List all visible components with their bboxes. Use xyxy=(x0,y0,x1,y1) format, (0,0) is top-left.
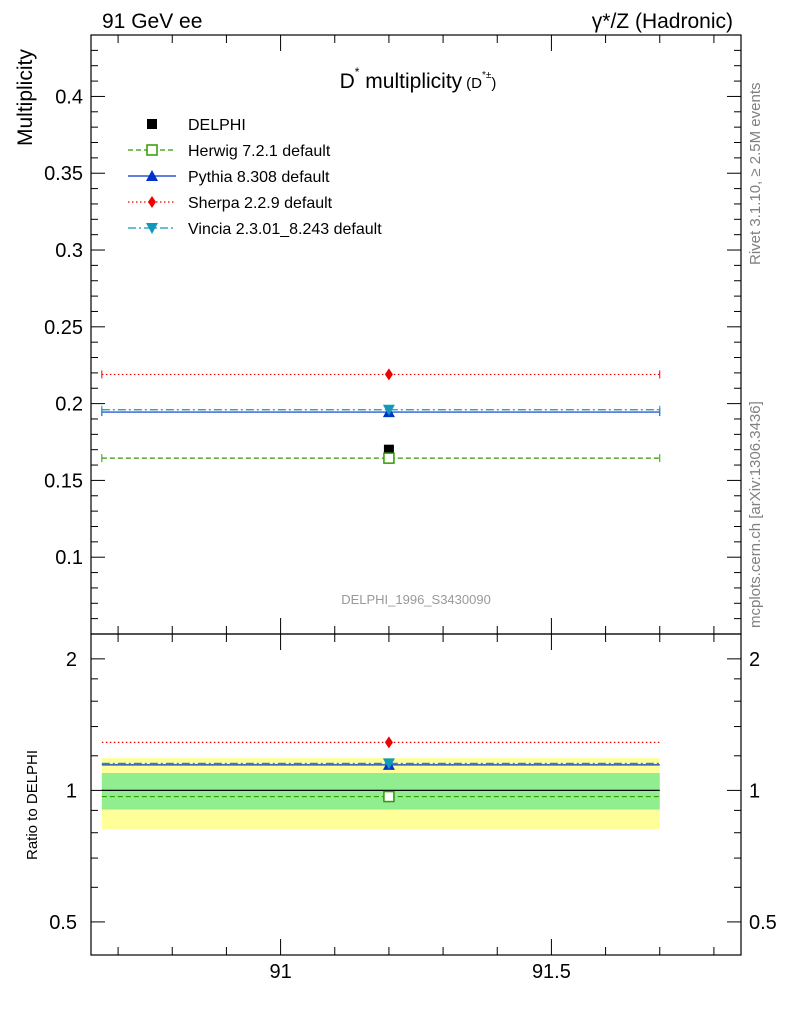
marker-sherpa xyxy=(384,368,393,381)
y-tick-label: 0.4 xyxy=(55,86,83,108)
legend-marker-pythia xyxy=(146,170,158,181)
title-rest: multiplicity xyxy=(359,70,462,93)
mcplots-label: mcplots.cern.ch [arXiv:1306.3436] xyxy=(747,401,764,628)
y-tick-label: 0.3 xyxy=(55,240,83,262)
marker-data xyxy=(383,444,394,455)
header-left: 91 GeV ee xyxy=(102,10,202,33)
ratio-tick-label-right: 0.5 xyxy=(749,912,777,934)
ratio-tick-label-left: 2 xyxy=(66,649,77,671)
title-paren-sup: *± xyxy=(482,70,492,81)
title-paren-open: (D xyxy=(466,75,482,92)
ratio-marker-vincia xyxy=(382,758,395,770)
title-paren-close: ) xyxy=(491,75,496,92)
legend-marker-herwig xyxy=(146,144,158,156)
ratio-tick-label-right: 1 xyxy=(749,780,760,802)
y-tick-label: 0.25 xyxy=(44,317,83,339)
x-tick-label: 91 xyxy=(269,961,291,983)
main-title: D* multiplicity (D*±) xyxy=(340,65,497,93)
uncertainty-band-inner xyxy=(101,772,660,810)
plot-elements: 0.1 0.15 0.2 0.25 0.3 0.35 0.4 DELPHI Herwig 7.2… xyxy=(44,34,777,983)
marker-herwig xyxy=(383,452,395,464)
ratio-marker-herwig xyxy=(383,790,395,803)
y-tick-label: 0.35 xyxy=(44,163,83,185)
ratio-ylabel: Ratio to DELPHI xyxy=(24,750,41,860)
marker-vincia xyxy=(382,404,395,416)
legend-marker-sherpa xyxy=(148,196,156,208)
legend-label-data: DELPHI xyxy=(188,117,246,134)
ratio-tick-label-right: 2 xyxy=(749,649,760,671)
ratio-tick-label-left: 1 xyxy=(66,780,77,802)
ratio-tick-label-left: 0.5 xyxy=(49,912,77,934)
legend-label-vincia: Vincia 2.3.01_8.243 default xyxy=(188,221,382,238)
ratio-marker-sherpa xyxy=(384,736,393,749)
x-tick-label: 91.5 xyxy=(532,961,571,983)
ratio-plot-frame xyxy=(90,633,742,956)
legend-marker-vincia xyxy=(146,223,158,234)
main-ylabel: Multiplicity xyxy=(14,49,37,146)
y-tick-label: 0.2 xyxy=(55,394,83,416)
legend-label-sherpa: Sherpa 2.2.9 default xyxy=(188,195,333,212)
y-tick-label: 0.1 xyxy=(55,547,83,569)
legend-marker-data xyxy=(147,119,157,129)
legend-label-herwig: Herwig 7.2.1 default xyxy=(188,143,331,160)
title-main: D xyxy=(340,70,355,93)
watermark: DELPHI_1996_S3430090 xyxy=(341,592,491,607)
y-tick-label: 0.15 xyxy=(44,470,83,492)
legend-label-pythia: Pythia 8.308 default xyxy=(188,169,330,186)
rivet-label: Rivet 3.1.10, ≥ 2.5M events xyxy=(747,83,764,266)
title-sup: * xyxy=(355,65,360,79)
header-right: γ*/Z (Hadronic) xyxy=(592,10,733,33)
